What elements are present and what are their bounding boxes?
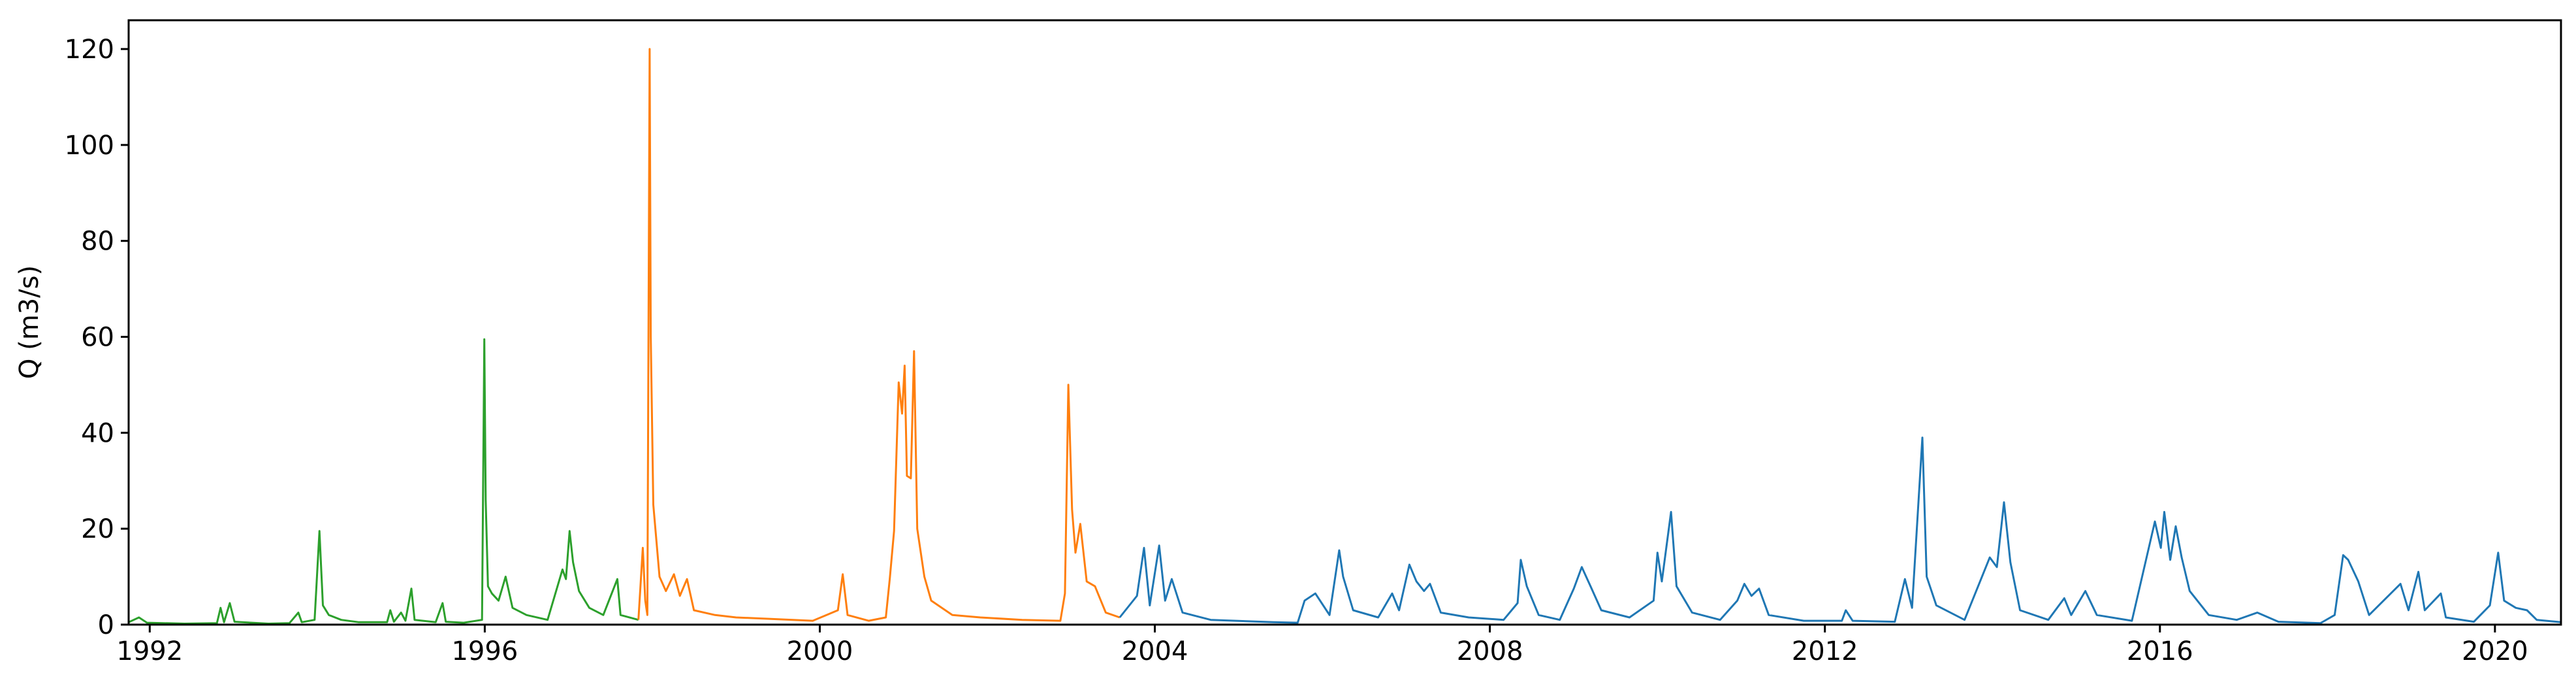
x-tick-label: 2012 (1792, 636, 1858, 666)
y-tick-label: 40 (81, 418, 114, 448)
plot-frame (127, 19, 2562, 626)
series-line-3 (1119, 436, 2562, 625)
x-tick-label: 1996 (451, 636, 518, 666)
x-tick-label: 2008 (1457, 636, 1523, 666)
y-tick-label: 60 (81, 323, 114, 353)
x-tick-label: 2004 (1122, 636, 1188, 666)
x-tick-label: 1992 (116, 636, 183, 666)
series-layer (128, 48, 2562, 625)
x-tick-label: 2000 (787, 636, 853, 666)
x-tick-label: 2020 (2462, 636, 2528, 666)
y-axis-label: Q (m3/s) (14, 265, 44, 379)
y-axis: 0 20 40 60 80 100 120 (65, 35, 129, 640)
y-tick-label: 120 (65, 35, 114, 65)
series-line-1 (128, 338, 639, 625)
y-tick-label: 80 (81, 227, 114, 257)
y-tick-label: 100 (65, 131, 114, 161)
y-tick-label: 0 (98, 610, 114, 640)
y-tick-label: 20 (81, 514, 114, 544)
x-axis: 1992 1996 2000 2004 2008 2012 2016 2020 (116, 625, 2528, 666)
series-line-2 (637, 48, 1121, 622)
x-tick-label: 2016 (2127, 636, 2193, 666)
